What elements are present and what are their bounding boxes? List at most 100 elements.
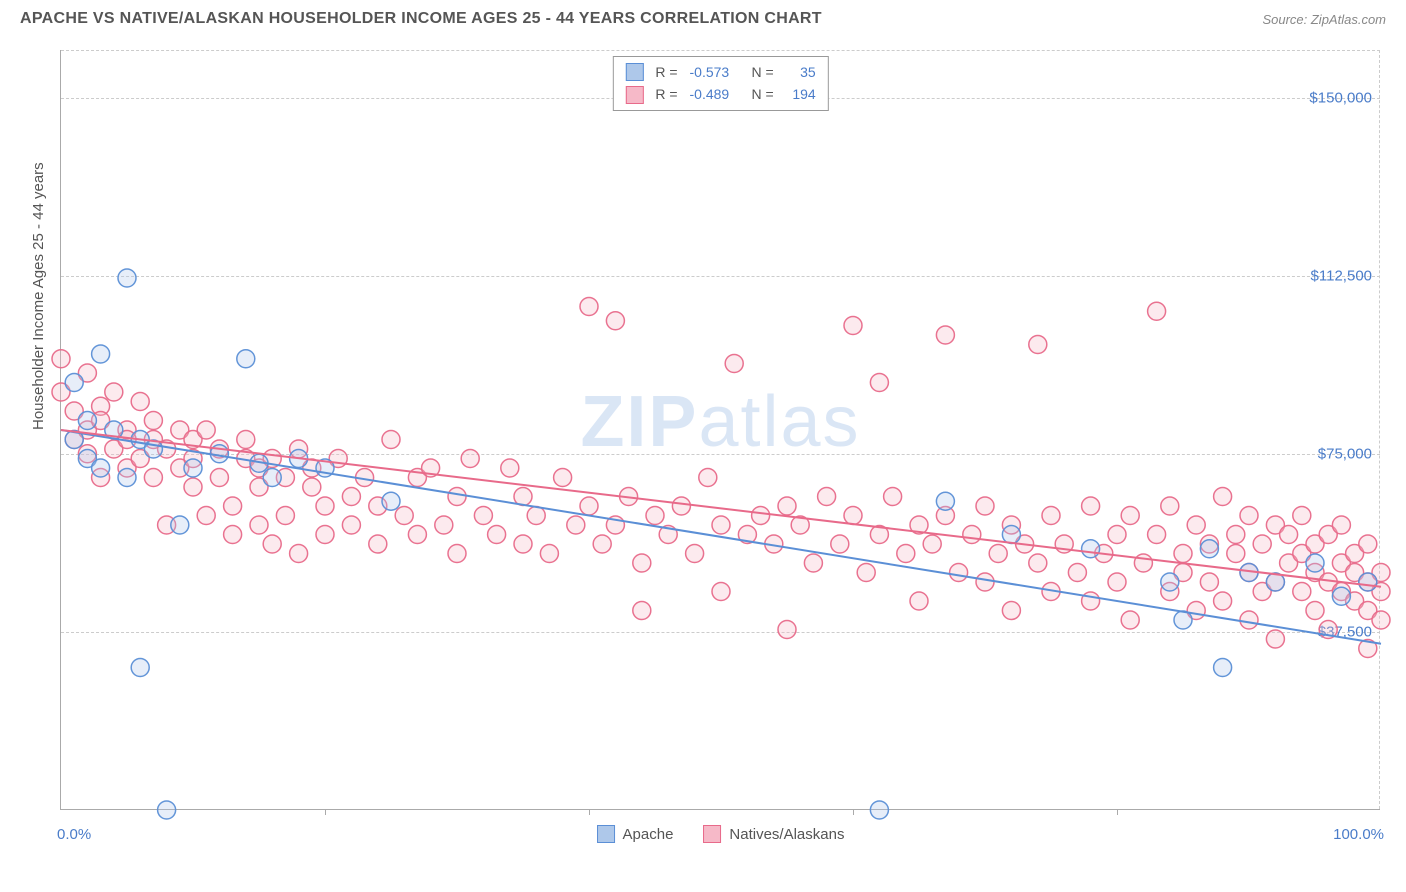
data-point: [237, 431, 255, 449]
data-point: [1332, 516, 1350, 534]
data-point: [184, 459, 202, 477]
data-point: [1161, 573, 1179, 591]
data-point: [224, 497, 242, 515]
data-point: [527, 507, 545, 525]
data-point: [646, 507, 664, 525]
data-point: [1227, 526, 1245, 544]
data-point: [78, 412, 96, 430]
chart-plot-area: ZIPatlas $37,500$75,000$112,500$150,000 …: [60, 50, 1380, 810]
data-point: [65, 374, 83, 392]
data-point: [844, 507, 862, 525]
data-point: [369, 535, 387, 553]
data-point: [276, 507, 294, 525]
data-point: [158, 801, 176, 819]
legend-n-label: N =: [752, 83, 774, 105]
data-point: [118, 469, 136, 487]
data-point: [1306, 554, 1324, 572]
data-point: [303, 478, 321, 496]
data-point: [1214, 488, 1232, 506]
legend-r-label: R =: [655, 61, 677, 83]
data-point: [1187, 516, 1205, 534]
data-point: [131, 393, 149, 411]
data-point: [1148, 302, 1166, 320]
data-point: [263, 535, 281, 553]
data-point: [1266, 630, 1284, 648]
data-point: [989, 545, 1007, 563]
data-point: [857, 564, 875, 582]
data-point: [1082, 540, 1100, 558]
legend-swatch: [703, 825, 721, 843]
data-point: [1002, 526, 1020, 544]
header: APACHE VS NATIVE/ALASKAN HOUSEHOLDER INC…: [0, 0, 1406, 36]
chart-title: APACHE VS NATIVE/ALASKAN HOUSEHOLDER INC…: [20, 10, 822, 28]
x-tick: [853, 809, 854, 815]
data-point: [184, 478, 202, 496]
data-point: [778, 497, 796, 515]
data-point: [831, 535, 849, 553]
source-label: Source: ZipAtlas.com: [1262, 12, 1386, 27]
legend-label: Apache: [623, 826, 674, 843]
data-point: [580, 298, 598, 316]
data-point: [936, 326, 954, 344]
data-point: [1227, 545, 1245, 563]
y-axis-title: Householder Income Ages 25 - 44 years: [30, 162, 47, 430]
x-tick-label: 100.0%: [1333, 826, 1384, 843]
data-point: [290, 545, 308, 563]
data-point: [725, 355, 743, 373]
data-point: [1174, 545, 1192, 563]
data-point: [52, 350, 70, 368]
legend-label: Natives/Alaskans: [729, 826, 844, 843]
data-point: [1240, 507, 1258, 525]
data-point: [897, 545, 915, 563]
data-point: [712, 583, 730, 601]
data-point: [712, 516, 730, 534]
data-point: [1082, 497, 1100, 515]
data-point: [1359, 573, 1377, 591]
legend-item: Natives/Alaskans: [703, 825, 844, 843]
data-point: [804, 554, 822, 572]
data-point: [1029, 336, 1047, 354]
data-point: [1293, 507, 1311, 525]
data-point: [1002, 602, 1020, 620]
legend-swatch: [625, 86, 643, 104]
data-point: [950, 564, 968, 582]
data-point: [435, 516, 453, 534]
data-point: [580, 497, 598, 515]
data-point: [144, 412, 162, 430]
data-point: [395, 507, 413, 525]
x-tick-label: 0.0%: [57, 826, 91, 843]
data-point: [92, 345, 110, 363]
data-point: [408, 526, 426, 544]
data-point: [554, 469, 572, 487]
legend-r-value: -0.573: [690, 61, 740, 83]
data-point: [1280, 526, 1298, 544]
data-point: [1214, 592, 1232, 610]
data-point: [197, 421, 215, 439]
data-point: [1121, 611, 1139, 629]
regression-line: [61, 430, 1381, 587]
data-point: [593, 535, 611, 553]
data-point: [1042, 507, 1060, 525]
data-point: [1068, 564, 1086, 582]
scatter-svg: [61, 50, 1380, 809]
x-tick: [325, 809, 326, 815]
data-point: [224, 526, 242, 544]
data-point: [131, 659, 149, 677]
data-point: [92, 459, 110, 477]
data-point: [250, 516, 268, 534]
regression-line: [61, 430, 1381, 644]
series-legend: Apache Natives/Alaskans: [597, 825, 845, 843]
data-point: [910, 592, 928, 610]
data-point: [1372, 611, 1390, 629]
data-point: [197, 507, 215, 525]
data-point: [1108, 526, 1126, 544]
data-point: [1029, 554, 1047, 572]
x-tick: [589, 809, 590, 815]
data-point: [144, 469, 162, 487]
data-point: [936, 492, 954, 510]
data-point: [342, 516, 360, 534]
x-tick: [1117, 809, 1118, 815]
data-point: [488, 526, 506, 544]
data-point: [976, 573, 994, 591]
data-point: [118, 269, 136, 287]
